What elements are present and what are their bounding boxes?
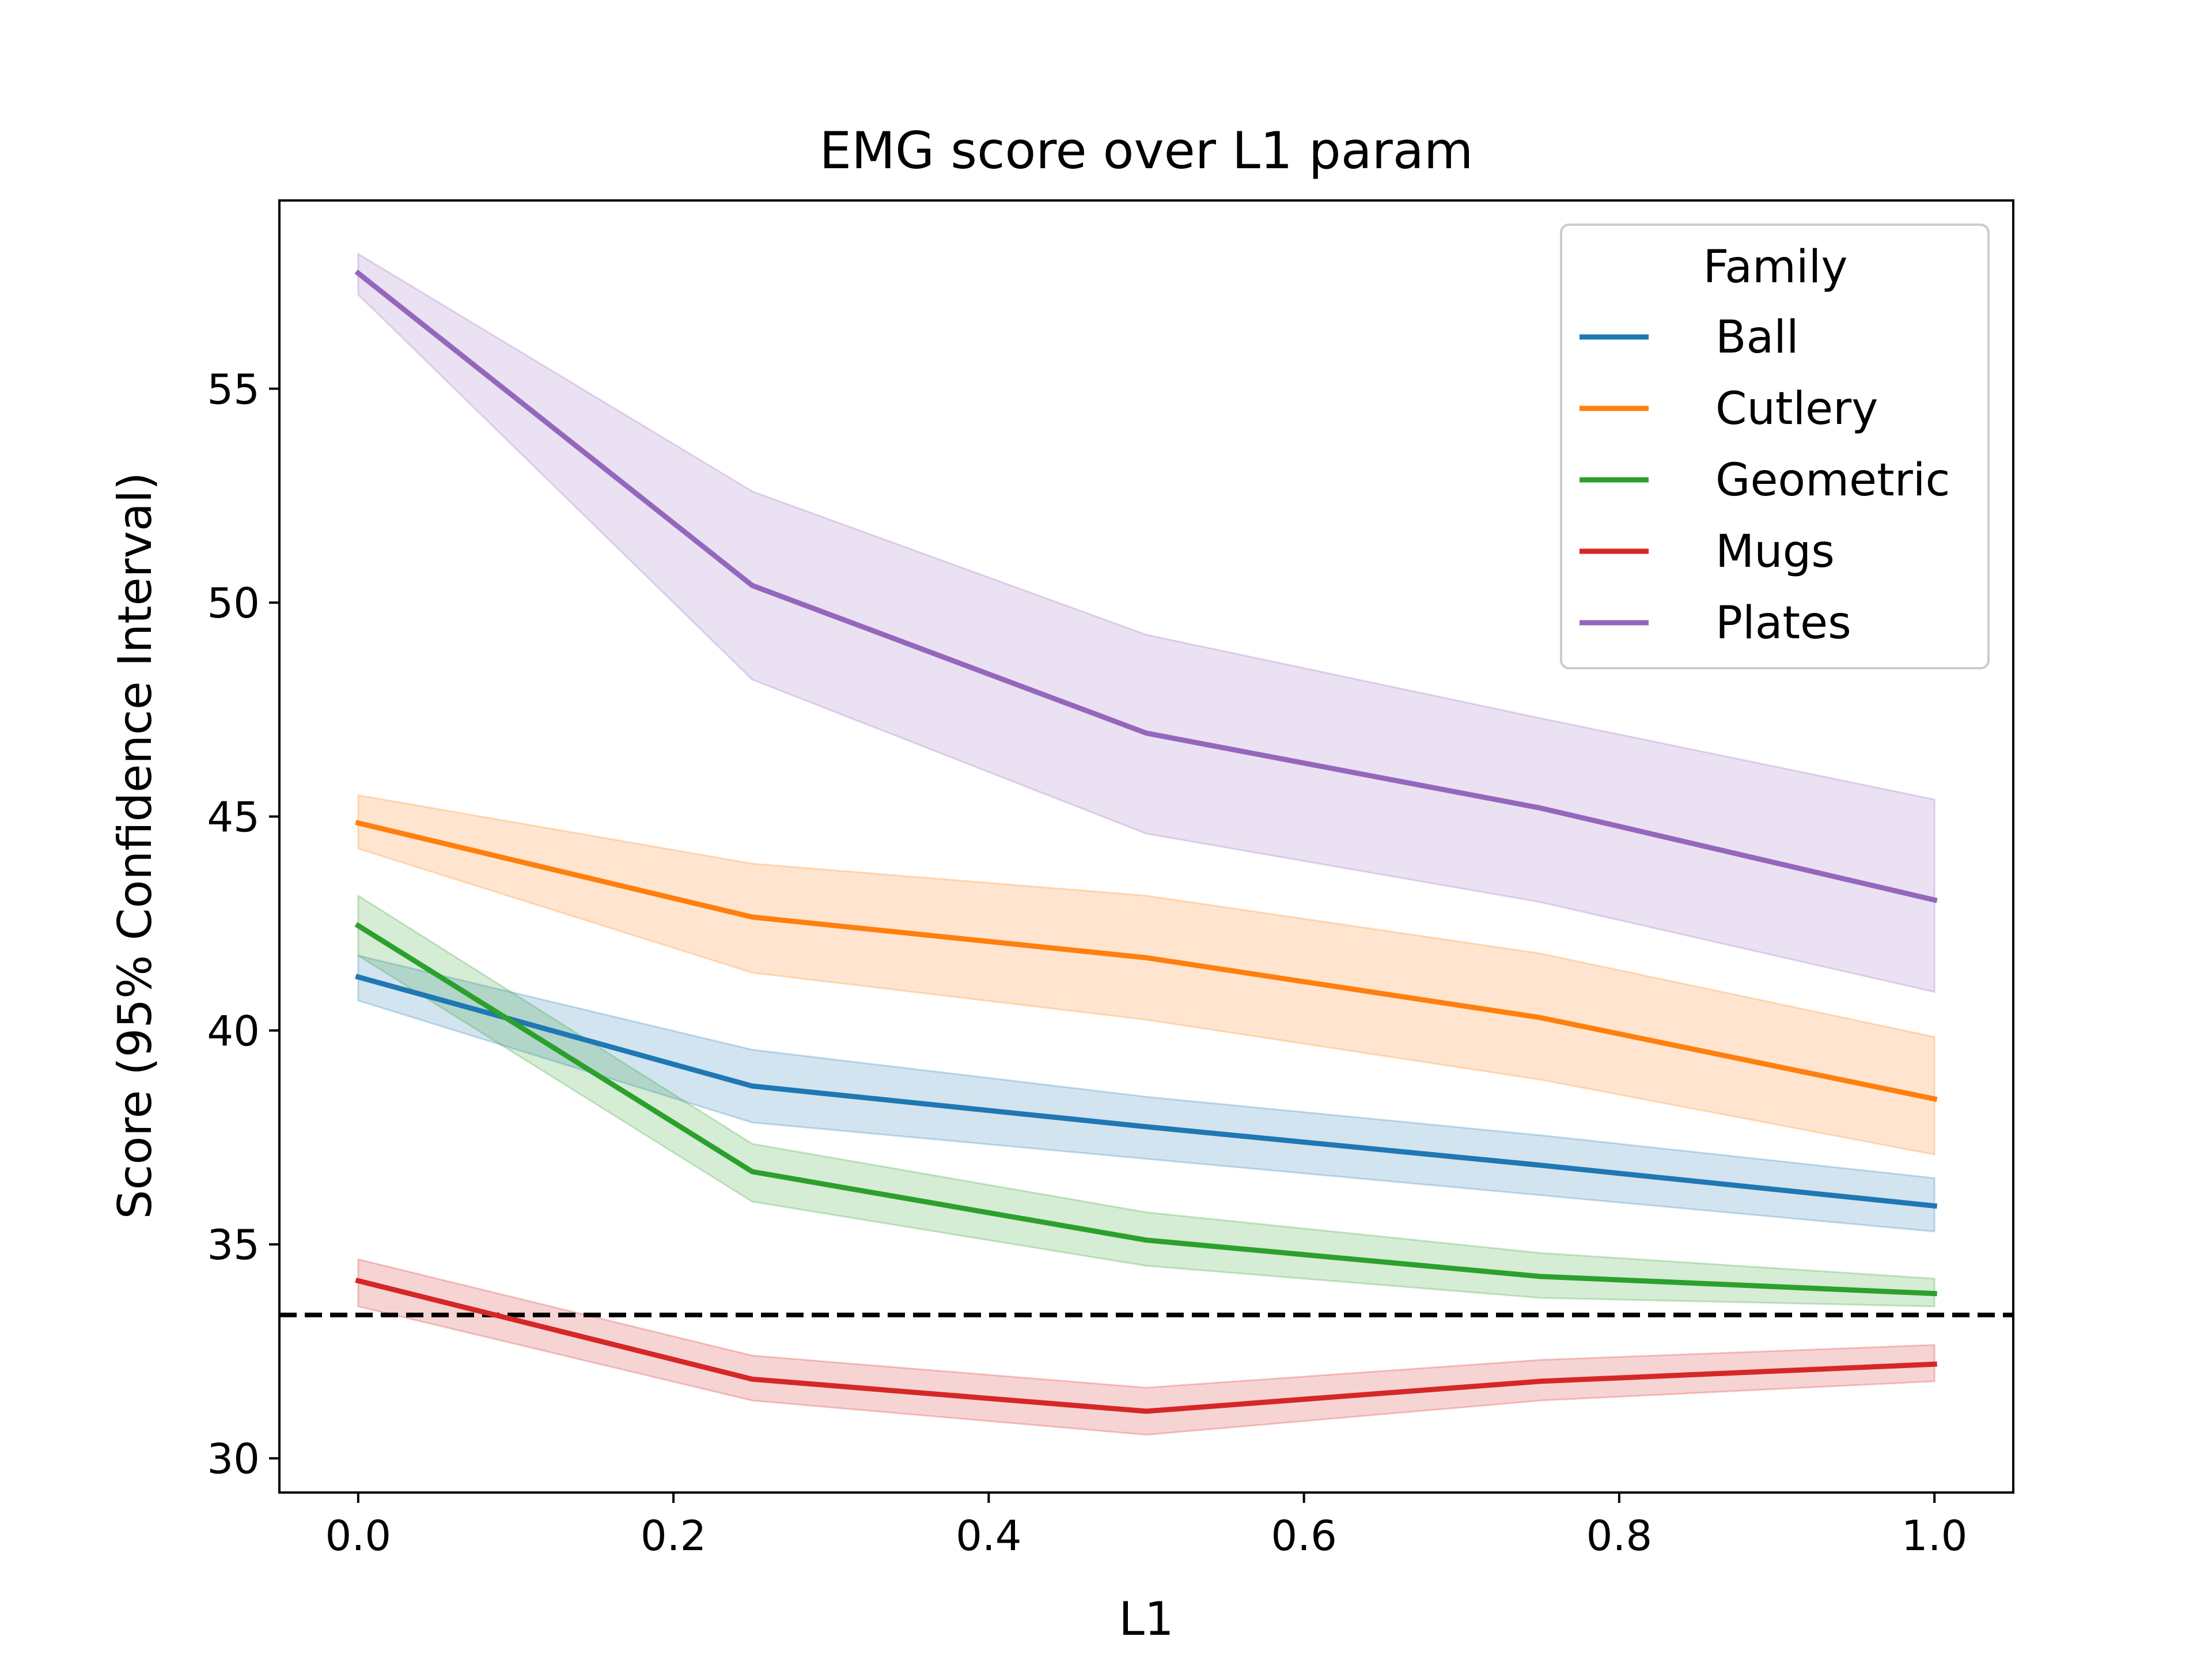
band-geometric (357, 894, 1936, 1308)
x-tick-label: 0.6 (1271, 1512, 1337, 1560)
legend-box (1560, 224, 1990, 669)
band-cutlery (357, 794, 1936, 1156)
legend-label-ball: Ball (1715, 312, 1799, 363)
chart-title: EMG score over L1 param (820, 121, 1474, 180)
legend-label-plates: Plates (1715, 597, 1851, 649)
series-line-cutlery (355, 820, 1938, 1103)
plot-frame (278, 199, 2014, 1494)
band-mugs (357, 1258, 1936, 1436)
y-axis-label: Score (95% Confidence Interval) (108, 472, 162, 1219)
series-line-geometric (354, 922, 1937, 1297)
y-axis-ticks: 30 35 40 45 50 55 (207, 365, 279, 1483)
y-tick-label: 55 (207, 365, 260, 414)
x-tick-label: 0.4 (956, 1512, 1022, 1560)
series-lines (354, 269, 1938, 1414)
series-line-mugs (355, 1277, 1937, 1414)
y-tick-label: 50 (207, 579, 260, 627)
y-tick-label: 35 (207, 1221, 260, 1269)
x-tick-label: 0.0 (325, 1512, 392, 1560)
series-line-plates (354, 269, 1938, 903)
x-tick-label: 1.0 (1902, 1512, 1968, 1560)
x-tick-label: 0.8 (1586, 1512, 1653, 1560)
legend-title: Family (1703, 241, 1848, 293)
y-tick-label: 40 (207, 1007, 260, 1055)
x-axis-ticks: 0.0 0.2 0.4 0.6 0.8 1.0 (325, 1493, 1968, 1560)
legend-label-mugs: Mugs (1715, 526, 1835, 578)
y-tick-label: 45 (207, 793, 260, 842)
legend-items: Ball Cutlery Geometric Mugs Plates (1580, 312, 1950, 649)
legend-label-geometric: Geometric (1715, 454, 1950, 506)
x-axis-label: L1 (1119, 1592, 1173, 1646)
band-ball (357, 954, 1936, 1233)
y-tick-label: 30 (207, 1435, 260, 1483)
x-tick-label: 0.2 (641, 1512, 707, 1560)
series-line-ball (355, 974, 1938, 1209)
legend: Family Ball Cutlery Geometric Mugs Plates (1560, 224, 1990, 669)
legend-label-cutlery: Cutlery (1715, 383, 1878, 435)
